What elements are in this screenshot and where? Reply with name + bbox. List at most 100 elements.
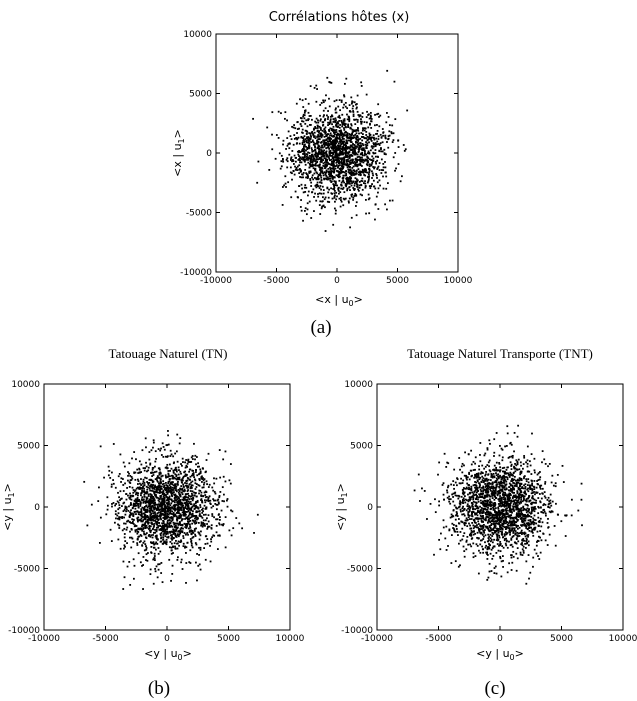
plot-a-point: [330, 127, 333, 130]
plot-a-point: [319, 157, 321, 160]
plot-a-point: [380, 169, 383, 171]
plot-a-point: [369, 133, 372, 136]
plot-c-point: [482, 525, 485, 528]
plot-b-point: [198, 479, 201, 482]
plot-b-point: [158, 528, 161, 531]
plot-b-point: [156, 512, 159, 515]
plot-b-point: [184, 524, 187, 527]
plot-c-point: [487, 537, 490, 540]
plot-b-point: [189, 526, 192, 529]
plot-b-point: [226, 498, 229, 500]
plot-a-point: [332, 141, 335, 144]
plot-c-point: [504, 479, 507, 481]
plot-a-point: [382, 169, 385, 172]
plot-a-point: [356, 121, 359, 123]
plot-b-point: [177, 504, 179, 507]
plot-a-point: [319, 132, 322, 135]
plot-a-point: [339, 141, 342, 144]
plot-a-point: [302, 113, 305, 116]
plot-b-title: Tatouage Naturel (TN): [109, 346, 228, 361]
plot-a-point: [329, 179, 332, 182]
plot-b-point: [171, 518, 174, 521]
plot-b-point: [169, 540, 172, 543]
plot-a-point: [340, 143, 343, 145]
plot-b-point: [133, 472, 136, 474]
plot-a-point: [312, 132, 314, 135]
plot-b-point: [156, 518, 159, 520]
plot-a-point: [314, 163, 317, 166]
plot-a-point: [296, 165, 299, 168]
plot-a-point: [335, 147, 338, 150]
plot-b-point: [209, 499, 212, 502]
plot-b-point: [109, 528, 112, 531]
plot-b-point: [182, 475, 185, 478]
plot-c-point: [523, 477, 525, 480]
plot-a-point: [372, 151, 375, 154]
plot-b-point: [209, 503, 212, 505]
plot-a-point: [353, 136, 356, 139]
plot-a-point: [343, 118, 346, 120]
plot-b-point: [172, 511, 175, 514]
plot-a-point: [314, 145, 316, 148]
plot-b-point: [125, 528, 128, 531]
plot-a-point: [358, 115, 361, 117]
plot-a-point: [366, 142, 369, 145]
plot-a-point: [298, 150, 300, 152]
plot-a-point: [331, 115, 334, 118]
plot-c-point: [513, 478, 516, 481]
plot-b-point: [166, 507, 169, 510]
plot-a-point: [385, 175, 388, 178]
plot-a-point: [371, 172, 374, 175]
plot-a-point: [355, 141, 357, 144]
plot-b-point: [191, 469, 194, 472]
plot-a-point: [282, 143, 284, 146]
plot-a-point: [376, 132, 378, 135]
plot-b-point: [160, 487, 163, 490]
plot-b-point: [149, 525, 152, 528]
plot-c-point: [472, 542, 475, 545]
plot-a-point: [330, 138, 333, 140]
plot-a-point: [338, 148, 341, 151]
plot-b-point: [175, 450, 178, 453]
plot-a-point: [307, 141, 309, 144]
plot-a-point: [302, 140, 305, 142]
plot-a-point: [307, 159, 309, 161]
plot-b-point: [190, 506, 193, 509]
plot-b-point: [203, 483, 205, 486]
plot-a-point: [334, 156, 336, 159]
plot-a-point: [373, 167, 375, 170]
plot-a-point: [334, 165, 337, 168]
plot-b-point: [253, 532, 255, 534]
plot-a-point: [343, 181, 346, 184]
plot-b-point: [166, 526, 169, 529]
plot-b-point: [170, 549, 173, 552]
plot-c-point: [473, 521, 476, 524]
plot-b-point: [167, 481, 170, 484]
plot-a-point: [327, 162, 330, 165]
plot-a-point: [349, 110, 352, 113]
plot-c-point: [462, 493, 465, 496]
plot-b-point: [120, 481, 122, 483]
plot-a-point: [331, 176, 334, 179]
plot-a-point: [377, 143, 380, 145]
plot-b-point: [112, 482, 115, 485]
plot-b-point: [172, 537, 174, 540]
plot-b-point: [165, 538, 168, 541]
plot-b-ylabel: <y | u1>: [1, 483, 16, 531]
plot-b-point: [173, 523, 176, 526]
plot-a-point: [332, 143, 335, 146]
plot-a-point: [310, 155, 313, 157]
plot-a-point: [298, 127, 300, 130]
plot-b-point: [145, 498, 148, 501]
plot-a-point: [342, 162, 345, 165]
plot-b-point: [176, 498, 179, 500]
plot-a-point: [371, 147, 374, 150]
plot-c-point: [493, 516, 496, 519]
plot-a-point: [339, 140, 342, 143]
plot-a-point: [293, 137, 296, 140]
plot-b-point: [145, 500, 148, 503]
plot-b-point: [184, 523, 187, 526]
plot-a-point: [346, 118, 349, 121]
plot-a-point: [268, 168, 271, 171]
plot-b-point: [171, 510, 174, 513]
